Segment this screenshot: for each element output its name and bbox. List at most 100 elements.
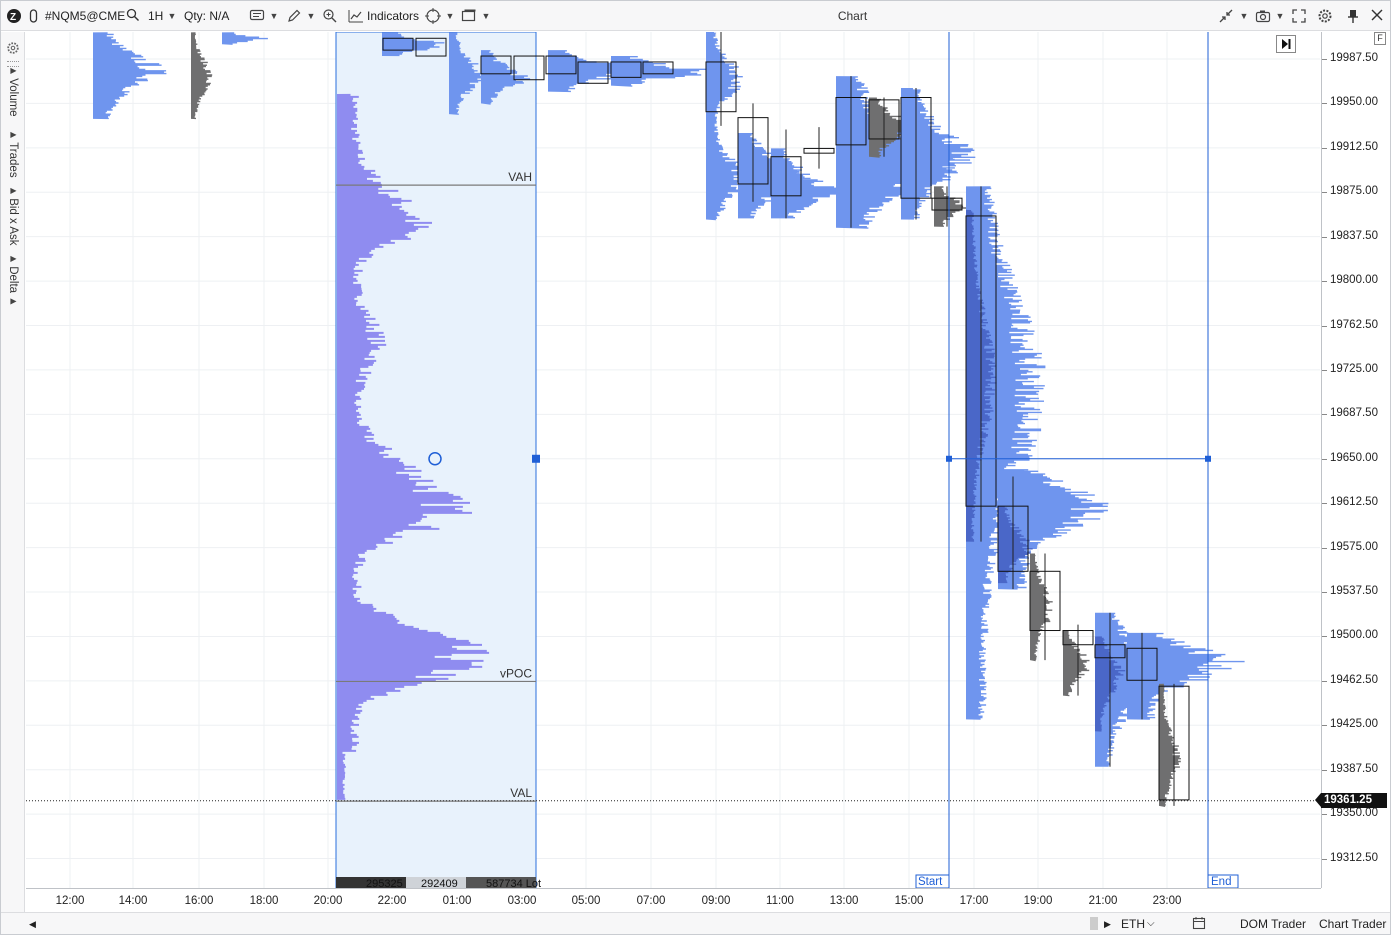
price-tick-label: 19537.50 — [1330, 585, 1378, 598]
timeframe-chevron-down-icon[interactable]: ▼ — [167, 11, 177, 21]
app-logo-icon[interactable]: Z — [6, 8, 22, 24]
calendar-icon[interactable] — [1192, 916, 1206, 933]
compress-chevron-down-icon[interactable]: ▼ — [1239, 11, 1249, 21]
start-label: Start — [918, 876, 943, 888]
price-tick-label: 19650.00 — [1330, 451, 1378, 464]
drawing-chevron-down-icon[interactable]: ▼ — [306, 11, 316, 21]
drag-handle-icon[interactable] — [7, 61, 19, 67]
status-bar: ◀ ▶ ETH ⌵ DOM Trader Chart Trader — [1, 912, 1390, 934]
price-tick-label: 19725.00 — [1330, 362, 1378, 375]
time-tick-label: 13:00 — [829, 895, 859, 907]
time-tick-label: 16:00 — [184, 895, 214, 907]
template-chevron-down-icon[interactable]: ▼ — [481, 11, 491, 21]
profile-levels: VAH vPOC VAL 295325 292409 587734 Lot — [26, 170, 1320, 888]
toolbar: Z #NQM5@CME 1H ▼ Qty: N/A ▼ ▼ Indicators… — [1, 1, 1390, 31]
candle-body — [931, 197, 963, 211]
time-tick-label: 22:00 — [377, 895, 407, 907]
symbol-label[interactable]: #NQM5@CME — [45, 9, 126, 23]
chart-plot-area[interactable]: VAH vPOC VAL 295325 292409 587734 Lot Start En… — [26, 32, 1320, 888]
vpoc-label: vPOC — [500, 666, 532, 680]
camera-icon[interactable] — [1255, 8, 1271, 24]
price-tick-mark — [1322, 547, 1327, 549]
session-select[interactable]: ETH — [1121, 917, 1145, 931]
template-icon[interactable] — [461, 8, 477, 24]
tab-delta[interactable]: ▶ Delta ▶ — [3, 254, 23, 305]
expand-arrow-icon: ▶ — [9, 66, 18, 75]
time-tick-label: 12:00 — [55, 895, 85, 907]
footer-right-value: 587734 Lot — [486, 878, 541, 888]
zoom-icon[interactable] — [322, 8, 338, 24]
price-tick-label: 19312.50 — [1330, 851, 1378, 864]
candle-body — [997, 505, 1029, 572]
bar-profile-histogram — [934, 186, 971, 227]
price-tick-mark — [1322, 236, 1327, 238]
scroll-right-arrow-icon[interactable]: ▶ — [1104, 919, 1111, 929]
time-tick-label: 05:00 — [571, 895, 601, 907]
scrollbar-thumb[interactable] — [1090, 917, 1098, 930]
settings-gear-icon[interactable] — [1317, 8, 1333, 24]
chart-type-icon[interactable] — [249, 8, 265, 24]
tab-volume-label: Volume — [7, 78, 19, 117]
timeframe-select[interactable]: 1H — [148, 9, 164, 23]
price-tick-label: 19425.00 — [1330, 718, 1378, 731]
bar-profile-histogram — [706, 32, 743, 127]
price-tick-label: 19837.50 — [1330, 229, 1378, 242]
tab-volume[interactable]: ▶ Volume — [3, 66, 23, 117]
time-axis[interactable]: 12:00 14:00 16:00 18:00 20:00 22:00 01:00 03:00… — [26, 888, 1321, 912]
left-panel: ▶ Volume ▶ Trades ▶ Bid x Ask ▶ Delta ▶ — [1, 32, 25, 912]
chart-trader-button[interactable]: Chart Trader — [1319, 917, 1387, 931]
chart-canvas[interactable]: VAH vPOC VAL 295325 292409 587734 Lot Start En… — [26, 32, 1320, 888]
pencil-icon[interactable] — [286, 8, 302, 24]
scroll-left-arrow-icon[interactable]: ◀ — [29, 919, 36, 929]
tab-delta-label: Delta — [7, 266, 19, 294]
candle-body — [1094, 644, 1126, 659]
time-tick-label: 14:00 — [118, 895, 148, 907]
tab-bid-x-ask[interactable]: ▶ Bid x Ask — [3, 186, 23, 246]
scroll-to-end-button[interactable] — [1276, 35, 1296, 53]
close-icon[interactable] — [1369, 8, 1385, 24]
chart-type-chevron-down-icon[interactable]: ▼ — [269, 11, 279, 21]
fullscreen-icon[interactable] — [1291, 8, 1307, 24]
tab-trades-label: Trades — [7, 142, 19, 178]
bar-profile-histogram — [706, 115, 745, 221]
bar-profile-histogram — [1159, 683, 1181, 807]
candle-body — [382, 37, 414, 51]
val-label: VAL — [510, 786, 532, 800]
axis-flag-icon[interactable]: F — [1374, 32, 1386, 45]
candle-body — [770, 156, 802, 197]
price-tick-label: 19462.50 — [1330, 673, 1378, 686]
compress-icon[interactable] — [1218, 8, 1234, 24]
time-tick-label: 15:00 — [894, 895, 924, 907]
qty-label[interactable]: Qty: N/A — [184, 9, 230, 23]
price-tick-label: 19575.00 — [1330, 540, 1378, 553]
expand-arrow-icon: ▶ — [9, 130, 18, 139]
current-price-badge: 19361.25 — [1315, 793, 1387, 808]
session-chevron-down-icon[interactable]: ⌵ — [1147, 918, 1155, 929]
candle-body — [577, 61, 609, 84]
bar-profile-histogram — [771, 148, 844, 219]
expand-arrow-icon: ▶ — [9, 296, 18, 306]
bar-profile-histogram — [222, 32, 268, 45]
bar-profile-histogram — [901, 88, 976, 220]
dom-trader-button[interactable]: DOM Trader — [1240, 917, 1307, 931]
crosshair-chevron-down-icon[interactable]: ▼ — [445, 11, 455, 21]
search-icon[interactable] — [125, 8, 141, 24]
panel-settings-gear-icon[interactable] — [5, 41, 21, 57]
crosshair-icon[interactable] — [425, 8, 441, 24]
price-tick-label: 19500.00 — [1330, 629, 1378, 642]
time-tick-label: 21:00 — [1088, 895, 1118, 907]
bar-profile-histogram — [1063, 630, 1090, 697]
pin-icon[interactable] — [1345, 8, 1361, 24]
indicators-icon[interactable] — [348, 8, 364, 24]
tab-trades[interactable]: ▶ Trades — [3, 130, 23, 178]
indicators-button[interactable]: Indicators — [367, 9, 420, 23]
candle-body — [415, 37, 447, 57]
price-tick-mark — [1322, 325, 1327, 327]
candle-body — [705, 61, 737, 113]
price-tick-mark — [1322, 281, 1327, 283]
camera-chevron-down-icon[interactable]: ▼ — [1275, 11, 1285, 21]
bar-profile-histogram — [998, 506, 1033, 584]
level-handle-start — [946, 455, 952, 462]
time-tick-label: 19:00 — [1023, 895, 1053, 907]
price-axis[interactable]: F 19987.50 19950.00 19912.50 19875.00 19837.… — [1321, 32, 1390, 888]
